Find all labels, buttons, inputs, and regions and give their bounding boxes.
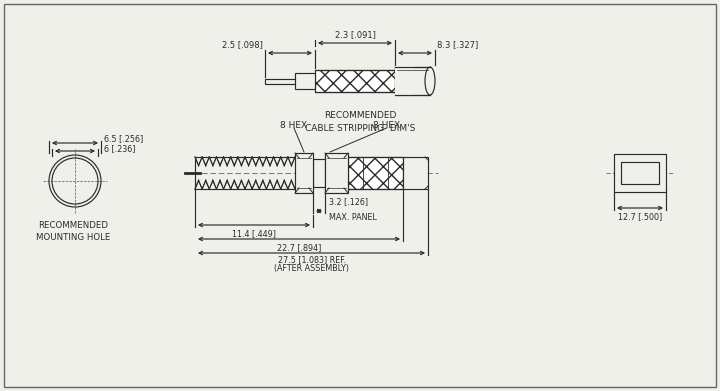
Bar [295,153,313,193]
Bar [295,73,315,89]
Text: 27.5 [1.083] REF.: 27.5 [1.083] REF. [277,255,346,264]
Text: 2.5 [.098]: 2.5 [.098] [222,41,263,50]
Bar [348,157,403,189]
Bar [315,70,395,92]
Bar [395,66,413,96]
Text: MAX. PANEL: MAX. PANEL [329,213,377,222]
Bar [395,67,430,95]
Text: 22.7 [.894]: 22.7 [.894] [276,243,321,252]
Bar [403,157,428,189]
Text: 8.3 [.327]: 8.3 [.327] [437,41,478,50]
Text: 3.2 [.126]: 3.2 [.126] [329,197,368,206]
Bar [195,157,295,189]
Text: 12.7 [.500]: 12.7 [.500] [618,212,662,221]
Bar [313,159,325,187]
Text: 11.4 [.449]: 11.4 [.449] [232,229,276,238]
Text: 8 HEX: 8 HEX [373,120,400,129]
Text: RECOMMENDED
CABLE STRIPPING  DIM'S: RECOMMENDED CABLE STRIPPING DIM'S [305,111,415,133]
Text: (AFTER ASSEMBLY): (AFTER ASSEMBLY) [274,264,349,273]
Ellipse shape [425,67,435,95]
Text: 6 [.236]: 6 [.236] [104,145,135,154]
Bar [614,154,666,192]
Text: 6.5 [.256]: 6.5 [.256] [104,135,143,143]
Text: RECOMMENDED
MOUNTING HOLE: RECOMMENDED MOUNTING HOLE [36,221,110,242]
Text: 8 HEX: 8 HEX [280,120,307,129]
Text: 2.3 [.091]: 2.3 [.091] [335,30,375,39]
Bar [621,162,659,184]
Bar [325,153,348,193]
Bar [265,79,298,84]
